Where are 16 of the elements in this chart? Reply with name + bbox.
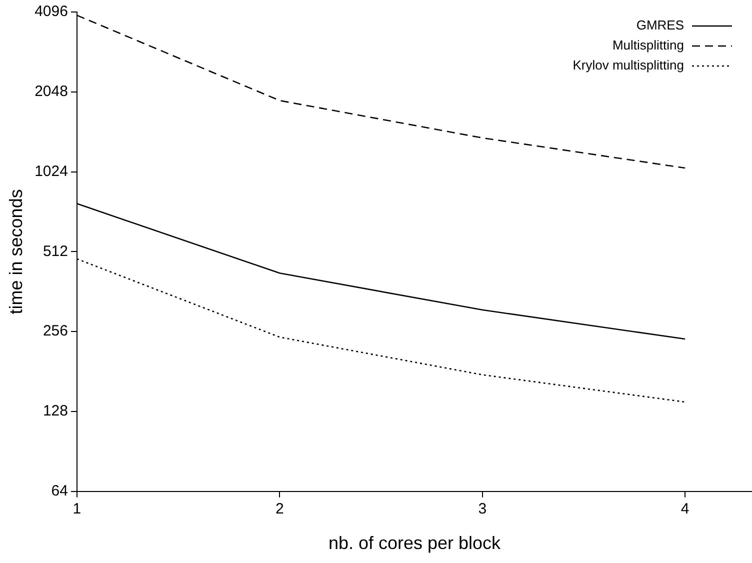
x-tick-label: 1 [72, 500, 82, 518]
y-tick-label: 64 [51, 482, 68, 500]
legend-label: GMRES [636, 18, 684, 33]
x-tick-label: 2 [276, 500, 284, 518]
y-axis-title: time in seconds [6, 189, 26, 314]
y-tick-label: 2048 [34, 83, 68, 100]
legend-label: Multisplitting [612, 38, 684, 53]
y-tick-label: 256 [42, 322, 68, 340]
y-tick-label: 128 [42, 402, 68, 420]
x-tick-label: 3 [478, 500, 487, 518]
legend-label: Krylov multisplitting [572, 58, 684, 73]
x-tick-label: 4 [680, 500, 690, 518]
y-tick-label: 4096 [34, 3, 68, 20]
y-tick-label: 1024 [34, 162, 68, 180]
y-tick-label: 512 [42, 242, 68, 260]
x-axis-title: nb. of cores per block [328, 533, 502, 554]
